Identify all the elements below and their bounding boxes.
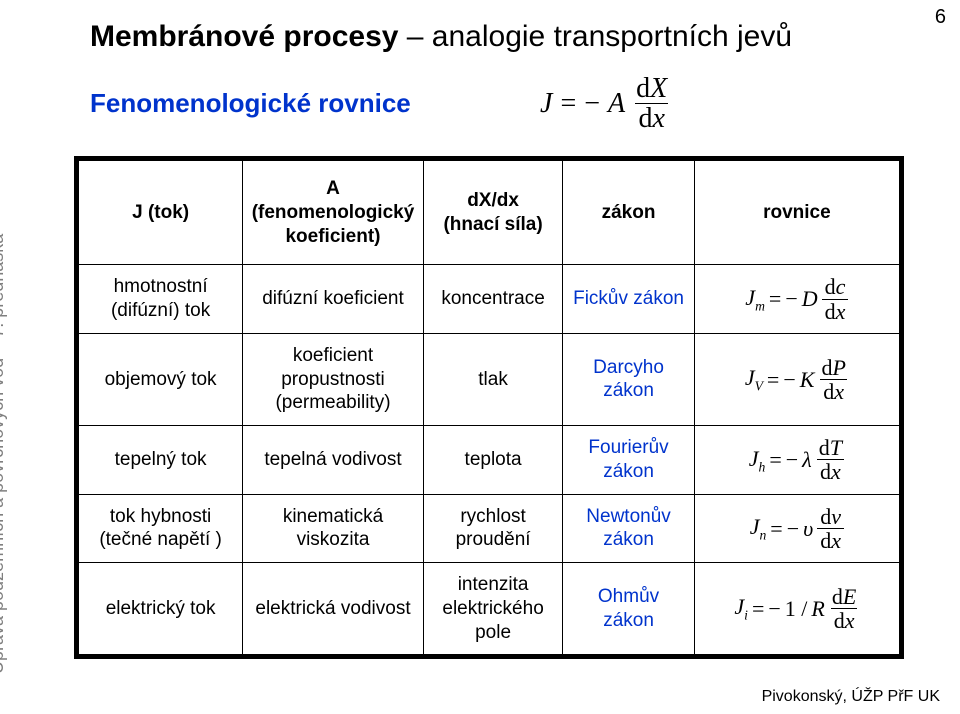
eq-A: A bbox=[608, 88, 625, 120]
cell-c2: koeficient propustnosti (permeability) bbox=[243, 333, 424, 425]
cell-c2: tepelná vodivost bbox=[243, 426, 424, 495]
cell-c4: Darcyho zákon bbox=[563, 333, 694, 425]
eq-coef: K bbox=[800, 366, 815, 394]
cell-c4: Newtonův zákon bbox=[563, 494, 694, 563]
eq-sub: i bbox=[744, 608, 748, 623]
main-equation: J = − A dX dx bbox=[540, 74, 670, 134]
sidebar-vertical-text: Úprava podzemních a povrchových vod – 7.… bbox=[0, 234, 8, 674]
eq-sub: V bbox=[755, 379, 763, 394]
cell-c2: kinematická viskozita bbox=[243, 494, 424, 563]
eq-J: J bbox=[540, 88, 552, 120]
eq-coef: υ bbox=[803, 515, 813, 543]
hdr-c3-line1: dX/dx bbox=[432, 189, 555, 213]
cell-eq: Jh =− λ dT dx bbox=[694, 426, 899, 495]
page-number: 6 bbox=[935, 6, 946, 29]
eq-coef: R bbox=[811, 595, 824, 623]
cell-c1: hmotnostní (difúzní) tok bbox=[79, 265, 243, 334]
cell-eq: JV =− K dP dx bbox=[694, 333, 899, 425]
cell-c4: Fourierův zákon bbox=[563, 426, 694, 495]
title-rest: – analogie transportních jevů bbox=[398, 20, 792, 53]
cell-c2: elektrická vodivost bbox=[243, 563, 424, 655]
table-row: objemový tok koeficient propustnosti (pe… bbox=[79, 333, 900, 425]
cell-c3: intenzita elektrického pole bbox=[423, 563, 563, 655]
table-row: tok hybnosti (tečné napětí ) kinematická… bbox=[79, 494, 900, 563]
cell-c4: Ohmův zákon bbox=[563, 563, 694, 655]
hdr-c4: zákon bbox=[563, 161, 694, 265]
cell-c3: rychlost proudění bbox=[423, 494, 563, 563]
hdr-c5: rovnice bbox=[694, 161, 899, 265]
table: J (tok) A (fenomenologický koeficient) d… bbox=[78, 160, 900, 655]
cell-eq: Ji =− 1 / R dE dx bbox=[694, 563, 899, 655]
eq-x: x bbox=[652, 103, 664, 134]
hdr-c3-line2: (hnací síla) bbox=[432, 213, 555, 237]
table-header-row: J (tok) A (fenomenologický koeficient) d… bbox=[79, 161, 900, 265]
eq-numv: c bbox=[836, 274, 846, 299]
eq-pre: 1 / bbox=[785, 595, 808, 623]
cell-c3: tlak bbox=[423, 333, 563, 425]
eq-frac: dX dx bbox=[633, 74, 670, 134]
table-row: hmotnostní (difúzní) tok difúzní koefici… bbox=[79, 265, 900, 334]
hdr-c2-line1: A bbox=[251, 177, 415, 201]
cell-c2: difúzní koeficient bbox=[243, 265, 424, 334]
eq-sub: h bbox=[759, 459, 766, 474]
cell-c1: tok hybnosti (tečné napětí ) bbox=[79, 494, 243, 563]
hdr-c2-line2: (fenomenologický koeficient) bbox=[251, 201, 415, 249]
eq-coef: λ bbox=[802, 446, 812, 474]
cell-c1: tepelný tok bbox=[79, 426, 243, 495]
cell-c1: objemový tok bbox=[79, 333, 243, 425]
eq-minus: − bbox=[584, 88, 600, 120]
eq-sub: n bbox=[759, 527, 766, 542]
eq-d1: d bbox=[636, 73, 650, 104]
cell-c3: koncentrace bbox=[423, 265, 563, 334]
hdr-c3: dX/dx (hnací síla) bbox=[423, 161, 563, 265]
table-row: tepelný tok tepelná vodivost teplota Fou… bbox=[79, 426, 900, 495]
table-row: elektrický tok elektrická vodivost inten… bbox=[79, 563, 900, 655]
eq-coef: D bbox=[802, 285, 818, 313]
cell-eq: Jm =− D dc dx bbox=[694, 265, 899, 334]
hdr-c1: J (tok) bbox=[79, 161, 243, 265]
cell-eq: Jn =− υ dv dx bbox=[694, 494, 899, 563]
page-title: Membránové procesy – analogie transportn… bbox=[90, 20, 920, 54]
footer: Pivokonský, ÚŽP PřF UK bbox=[762, 688, 940, 706]
transport-table: J (tok) A (fenomenologický koeficient) d… bbox=[74, 156, 904, 659]
hdr-c2: A (fenomenologický koeficient) bbox=[243, 161, 424, 265]
cell-c3: teplota bbox=[423, 426, 563, 495]
subtitle: Fenomenologické rovnice bbox=[90, 88, 411, 119]
eq-sub: m bbox=[755, 298, 765, 313]
title-bold: Membránové procesy bbox=[90, 20, 398, 53]
eq-X: X bbox=[650, 73, 667, 104]
cell-c4: Fickův zákon bbox=[563, 265, 694, 334]
cell-c1: elektrický tok bbox=[79, 563, 243, 655]
eq-equals: = bbox=[560, 88, 576, 120]
eq-d2: d bbox=[638, 103, 652, 134]
